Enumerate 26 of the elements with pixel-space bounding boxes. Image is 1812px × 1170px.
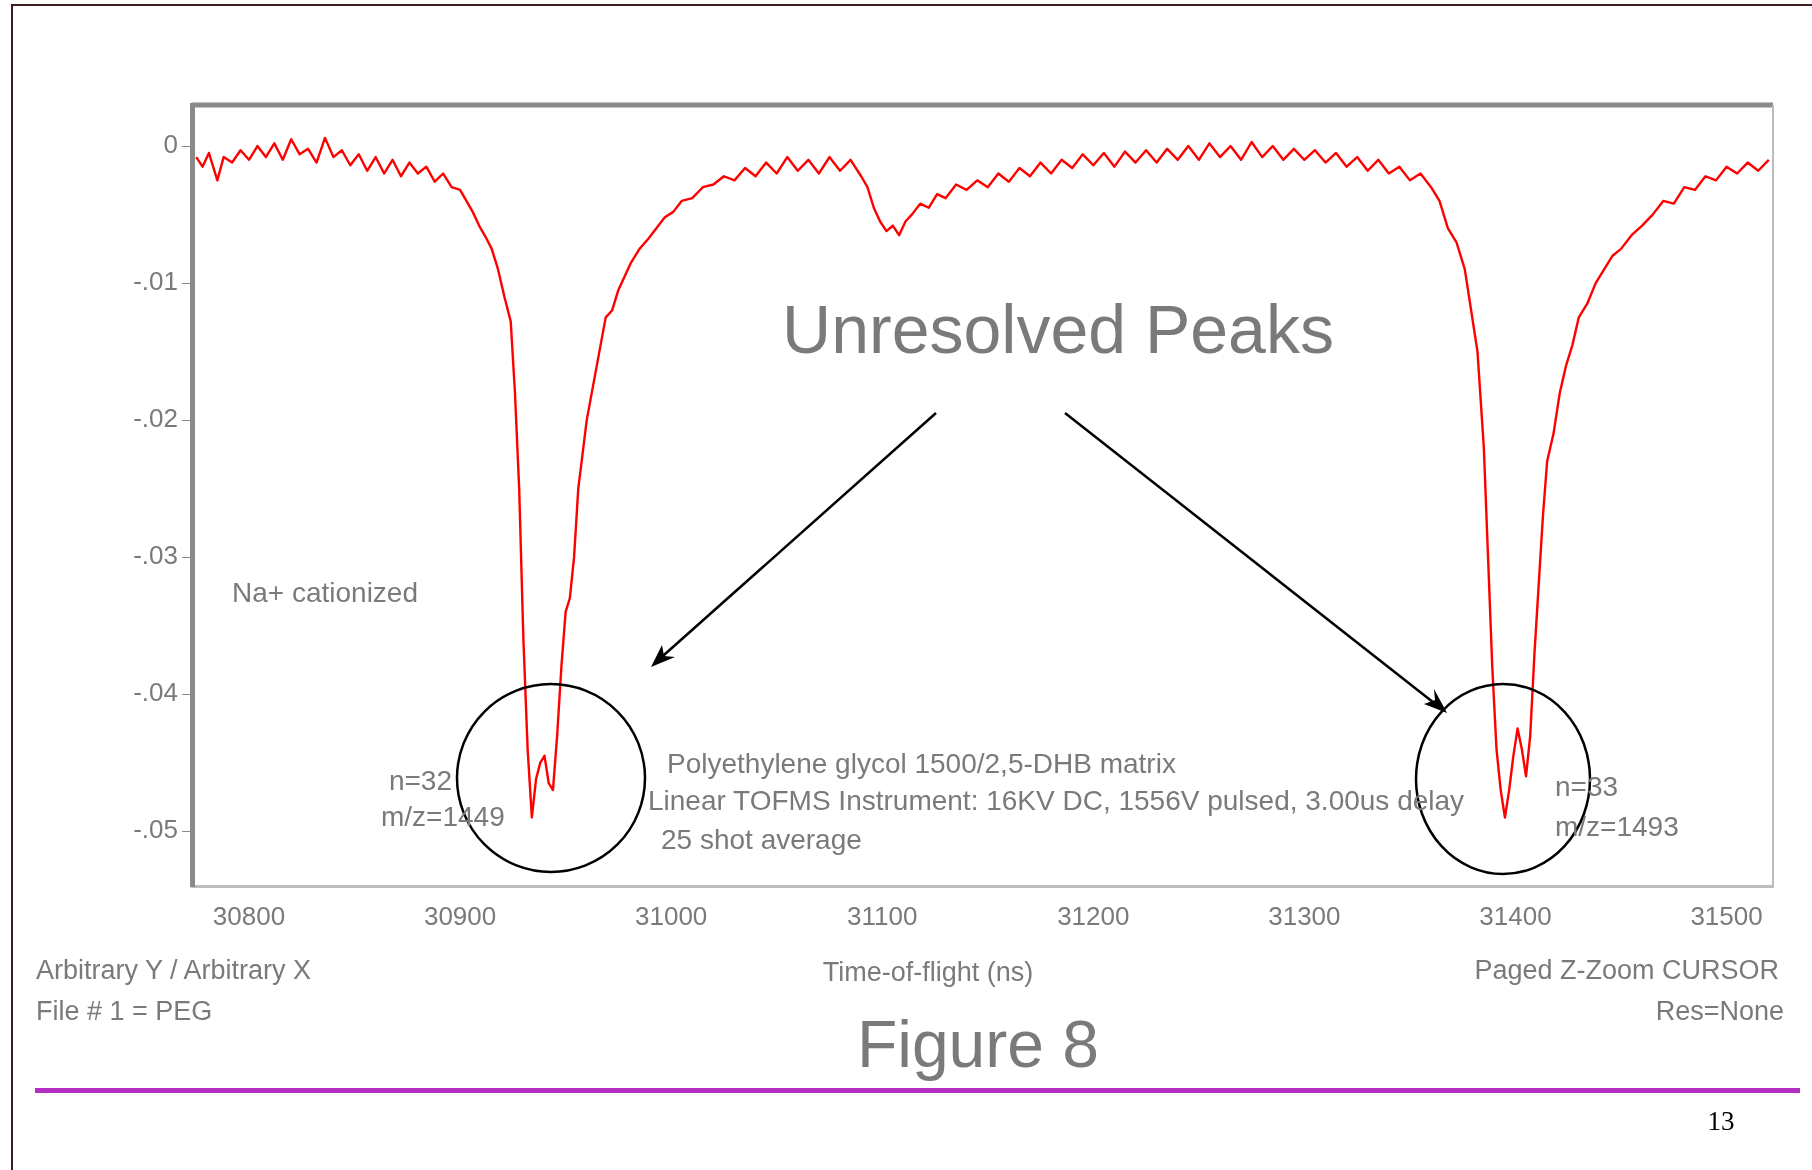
y-tick-label: -.04 [133, 677, 178, 708]
x-tick-label: 31100 [847, 900, 918, 931]
y-tick-label: -.02 [133, 403, 178, 434]
annotation: n=32 [388, 765, 452, 796]
y-tick-label: -.03 [133, 540, 178, 571]
text: 13 [1707, 1105, 1735, 1136]
x-tick-label: 30800 [212, 900, 286, 931]
text: Arbitrary Y / Arbitrary X [36, 954, 312, 985]
annotation: Na+ cationized [232, 577, 419, 608]
x-tick-label: 31000 [635, 900, 708, 931]
text: Res=None [1655, 995, 1784, 1026]
text: File # 1 = PEG [36, 995, 213, 1026]
x-tick-label: 31200 [1057, 900, 1130, 931]
y-tick-label: -.05 [133, 814, 178, 845]
annotation: Unresolved Peaks [782, 291, 1334, 367]
x-axis-title: Time-of-flight (ns) [822, 956, 1034, 987]
text: Paged Z-Zoom CURSOR [1474, 954, 1779, 985]
x-tick-label: 31400 [1479, 900, 1552, 931]
caption: Figure 8 [856, 1007, 1100, 1081]
y-tick-label: -.01 [133, 266, 178, 297]
x-tick-label: 30900 [423, 900, 497, 931]
x-tick-label: 31300 [1268, 900, 1341, 931]
x-tick-label: 31500 [1690, 900, 1763, 931]
annotation: 25 shot average [661, 824, 862, 855]
annotation: Polyethylene glycol 1500/2,5-DHB matrix [667, 748, 1176, 779]
y-tick-label: 0 [163, 129, 178, 160]
